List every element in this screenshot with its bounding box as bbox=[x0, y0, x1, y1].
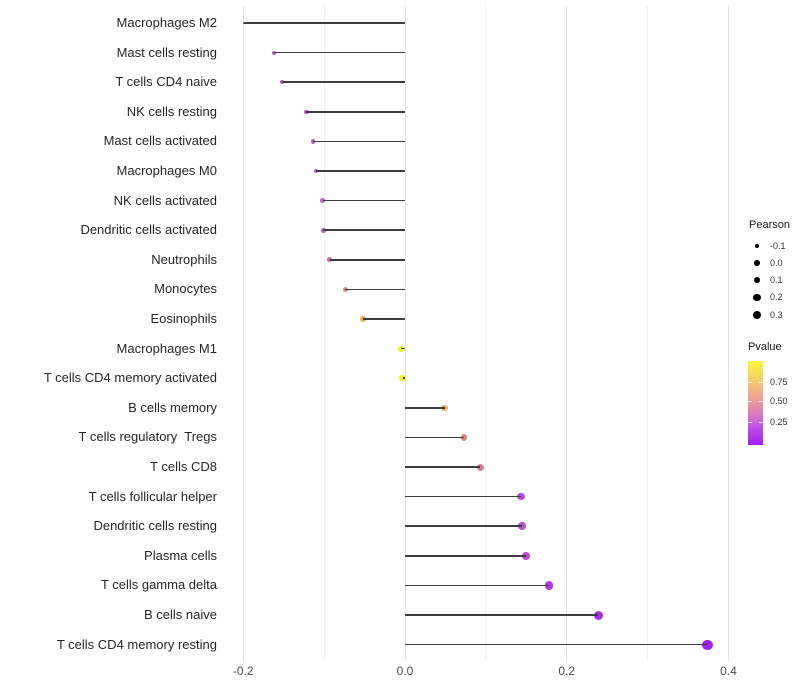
color-legend-title: Pvalue bbox=[748, 341, 782, 353]
size-legend-label: 0.3 bbox=[770, 309, 783, 320]
lollipop-stem bbox=[244, 22, 405, 24]
x-tick-label: 0.4 bbox=[720, 664, 737, 678]
lollipop-stem bbox=[405, 495, 521, 498]
size-legend-label: 0.2 bbox=[770, 292, 783, 302]
gradient-tick bbox=[748, 382, 752, 383]
color-legend-label: 0.75 bbox=[770, 376, 788, 387]
size-legend-title: Pearson bbox=[749, 219, 790, 231]
lollipop-stem bbox=[306, 111, 405, 113]
lollipop-stem bbox=[322, 199, 405, 202]
gradient-tick bbox=[759, 382, 763, 383]
lollipop-stem bbox=[405, 643, 708, 646]
lollipop-stem bbox=[405, 614, 599, 616]
size-legend-label: -0.1 bbox=[770, 240, 786, 251]
lollipop-stem bbox=[405, 466, 481, 468]
major-gridline bbox=[728, 6, 729, 661]
category-label: T cells CD8 bbox=[150, 459, 217, 474]
size-legend-label: 0.1 bbox=[770, 274, 783, 285]
category-label: Dendritic cells resting bbox=[93, 518, 217, 534]
color-legend-label: 0.50 bbox=[770, 395, 788, 406]
lollipop-stem bbox=[405, 584, 549, 587]
lollipop-stem bbox=[316, 170, 405, 172]
gradient-tick bbox=[748, 401, 752, 402]
category-label: Mast cells activated bbox=[103, 133, 217, 149]
lollipop-stem bbox=[405, 555, 526, 557]
category-label: Mast cells resting bbox=[116, 44, 217, 60]
category-label: Macrophages M2 bbox=[116, 15, 217, 30]
category-label: T cells regulatory Tregs bbox=[78, 429, 217, 445]
x-tick-label: 0.2 bbox=[558, 664, 576, 678]
lollipop-dot bbox=[441, 404, 448, 412]
major-gridline bbox=[242, 6, 244, 661]
category-label: T cells CD4 memory resting bbox=[56, 636, 217, 652]
color-legend-label: 0.25 bbox=[770, 416, 788, 427]
category-label: Macrophages M1 bbox=[116, 340, 217, 356]
lollipop-dot bbox=[279, 80, 285, 85]
size-legend-dot bbox=[753, 276, 761, 284]
lollipop-dot bbox=[476, 463, 484, 471]
minor-gridline bbox=[485, 6, 487, 661]
size-legend-dot bbox=[754, 260, 760, 266]
lollipop-stem bbox=[329, 259, 405, 261]
size-legend-label: 0.0 bbox=[770, 257, 783, 268]
minor-gridline bbox=[323, 6, 325, 661]
category-label: T cells CD4 memory activated bbox=[43, 370, 217, 386]
category-label: B cells naive bbox=[144, 607, 217, 622]
lollipop-stem bbox=[405, 436, 465, 439]
size-legend-dot bbox=[752, 310, 762, 320]
category-label: T cells follicular helper bbox=[88, 488, 217, 504]
category-label: Neutrophils bbox=[151, 251, 217, 267]
lollipop-stem bbox=[402, 377, 405, 379]
size-legend-dot bbox=[754, 243, 760, 249]
gradient-tick bbox=[748, 422, 752, 423]
lollipop-stem bbox=[400, 347, 405, 350]
category-label: Eosinophils bbox=[150, 311, 218, 326]
category-label: T cells CD4 naive bbox=[115, 74, 217, 90]
major-gridline bbox=[404, 6, 406, 661]
lollipop-stem bbox=[273, 51, 405, 54]
lollipop-dot bbox=[397, 345, 405, 352]
gradient-tick bbox=[759, 401, 763, 402]
lollipop-dot bbox=[320, 227, 326, 233]
category-label: Plasma cells bbox=[144, 547, 217, 563]
size-legend-dot bbox=[753, 293, 761, 302]
category-label: Macrophages M0 bbox=[116, 163, 217, 178]
lollipop-dot bbox=[521, 551, 530, 560]
category-label: NK cells activated bbox=[113, 192, 217, 208]
category-label: NK cells resting bbox=[126, 103, 217, 119]
category-label: T cells gamma delta bbox=[100, 577, 217, 593]
lollipop-stem bbox=[345, 288, 405, 291]
x-tick-label: 0.0 bbox=[396, 664, 414, 678]
lollipop-dot bbox=[593, 610, 603, 620]
lollipop-stem bbox=[405, 407, 445, 409]
lollipop-stem bbox=[362, 318, 405, 320]
lollipop-stem bbox=[323, 229, 405, 231]
major-gridline bbox=[566, 6, 568, 661]
lollipop-dot bbox=[516, 492, 525, 501]
lollipop-stem bbox=[282, 81, 405, 83]
category-label: B cells memory bbox=[128, 399, 217, 415]
lollipop-stem bbox=[312, 140, 405, 143]
minor-gridline bbox=[647, 6, 649, 661]
color-gradient-bar bbox=[748, 361, 763, 445]
gradient-tick bbox=[759, 422, 763, 423]
lollipop-dot bbox=[327, 257, 333, 263]
category-label: Dendritic cells activated bbox=[80, 222, 217, 238]
x-tick-label: -0.2 bbox=[232, 664, 254, 678]
category-label: Monocytes bbox=[154, 281, 217, 297]
lollipop-stem bbox=[405, 525, 523, 527]
